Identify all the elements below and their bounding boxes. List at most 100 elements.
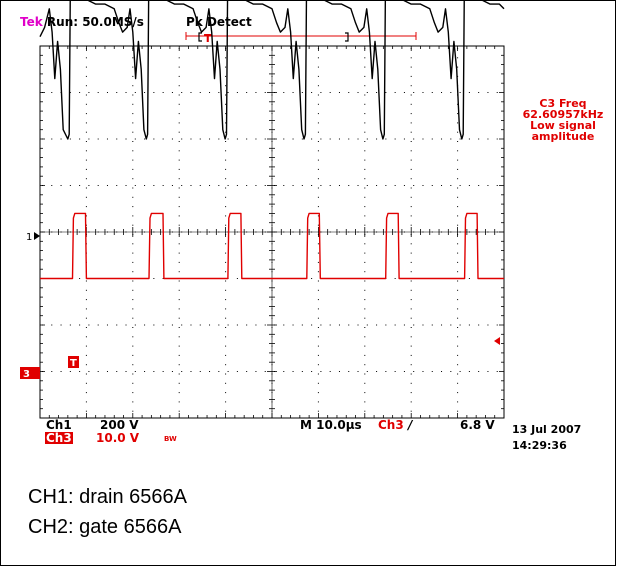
- grid-dot: [478, 138, 480, 140]
- grid-dot: [385, 138, 387, 140]
- grid-dot: [227, 324, 229, 326]
- grid-dot: [403, 92, 405, 93]
- grid-dot: [385, 92, 387, 93]
- record-view-bracket: [198, 32, 202, 42]
- grid-dot: [457, 224, 459, 226]
- grid-dot: [236, 138, 238, 140]
- grid-dot: [246, 185, 248, 186]
- frequency-measurement: C3 Freq 62.60957kHz Low signal amplitude: [510, 98, 616, 142]
- grid-dot: [85, 382, 87, 384]
- ch3-marker-label: 3: [23, 369, 30, 380]
- grid-dot: [178, 271, 180, 273]
- grid-dot: [225, 159, 227, 161]
- grid-dot: [153, 324, 155, 326]
- grid-dot: [364, 206, 366, 208]
- grid-dot: [311, 92, 313, 93]
- grid-dot: [364, 187, 366, 189]
- grid-dot: [178, 308, 180, 310]
- grid-dot: [457, 103, 459, 105]
- grid-dot: [225, 150, 227, 152]
- grid-dot: [410, 327, 412, 328]
- grid-dot: [410, 66, 412, 68]
- grid-dot: [364, 410, 366, 412]
- grid-dot: [132, 196, 134, 198]
- trigger-level-arrow: [494, 337, 500, 345]
- ch3-trace: [40, 212, 504, 280]
- grid-dot: [431, 92, 433, 93]
- grid-dot: [283, 371, 285, 372]
- grid-dot: [132, 57, 134, 59]
- grid-dot: [264, 138, 266, 140]
- channel-notes: CH1: drain 6566A CH2: gate 6566A: [28, 482, 187, 542]
- grid-dot: [317, 261, 319, 263]
- grid-dot: [364, 261, 366, 263]
- grid-dot: [246, 371, 248, 372]
- grid-dot: [457, 392, 459, 394]
- grid-dot: [329, 138, 331, 140]
- trigger-slope-icon: /: [408, 418, 413, 432]
- grid-dot: [348, 185, 350, 186]
- grid-dot: [410, 382, 412, 384]
- grid-dot: [225, 131, 227, 133]
- grid-dot: [97, 371, 99, 372]
- grid-dot: [225, 401, 227, 403]
- trigger-point-marker: T: [68, 356, 79, 369]
- grid-dot: [144, 371, 146, 372]
- grid-dot: [364, 122, 366, 124]
- grid-dot: [364, 392, 366, 394]
- grid-dot: [209, 138, 211, 140]
- record-trigger-marker: T: [204, 32, 212, 45]
- note-ch1: CH1: drain 6566A: [28, 486, 187, 508]
- grid-dot: [225, 187, 227, 189]
- grid-dot: [85, 401, 87, 403]
- grid-dot: [181, 371, 183, 372]
- grid-dot: [178, 382, 180, 384]
- grid-dot: [178, 103, 180, 105]
- grid-dot: [85, 103, 87, 105]
- grid-dot: [132, 159, 134, 161]
- grid-dot: [162, 92, 164, 93]
- grid-dot: [85, 410, 87, 412]
- grid-dot: [132, 122, 134, 124]
- ch3-label: Ch3: [45, 431, 73, 445]
- grid-dot: [225, 196, 227, 198]
- grid-dot: [132, 336, 134, 338]
- grid-dot: [178, 299, 180, 301]
- grid-dot: [106, 324, 108, 326]
- grid-dot: [311, 278, 313, 279]
- grid-dot: [85, 187, 87, 189]
- grid-dot: [132, 308, 134, 310]
- grid-dot: [403, 324, 405, 326]
- grid-dot: [364, 85, 366, 87]
- grid-dot: [85, 289, 87, 291]
- grid-dot: [366, 371, 368, 372]
- grid-dot: [317, 85, 319, 87]
- grid-dot: [364, 271, 366, 273]
- grid-dot: [132, 178, 134, 180]
- grid-dot: [218, 324, 220, 326]
- grid-dot: [97, 185, 99, 186]
- grid-dot: [227, 371, 229, 372]
- grid-dot: [364, 178, 366, 180]
- grid-dot: [441, 138, 443, 140]
- grid-dot: [301, 185, 303, 186]
- grid-dot: [403, 138, 405, 140]
- grid-dot: [317, 308, 319, 310]
- grid-dot: [413, 92, 415, 93]
- acquisition-mode: Pk Detect: [186, 15, 252, 29]
- grid-dot: [394, 185, 396, 186]
- grid-dot: [225, 85, 227, 87]
- grid-dot: [496, 324, 498, 326]
- grid-dot: [236, 324, 238, 326]
- grid-dot: [171, 324, 173, 326]
- grid-dot: [459, 185, 461, 186]
- grid-dot: [410, 308, 412, 310]
- grid-dot: [450, 185, 452, 186]
- grid-dot: [246, 138, 248, 140]
- grid-dot: [364, 75, 366, 77]
- grid-dot: [364, 308, 366, 310]
- grid-dot: [132, 299, 134, 301]
- grid-dot: [468, 185, 470, 186]
- grid-dot: [487, 324, 489, 326]
- status-bar: Ch1 200 V Ch3 10.0 V BW M 10.0µs Ch3 / 6…: [44, 418, 504, 448]
